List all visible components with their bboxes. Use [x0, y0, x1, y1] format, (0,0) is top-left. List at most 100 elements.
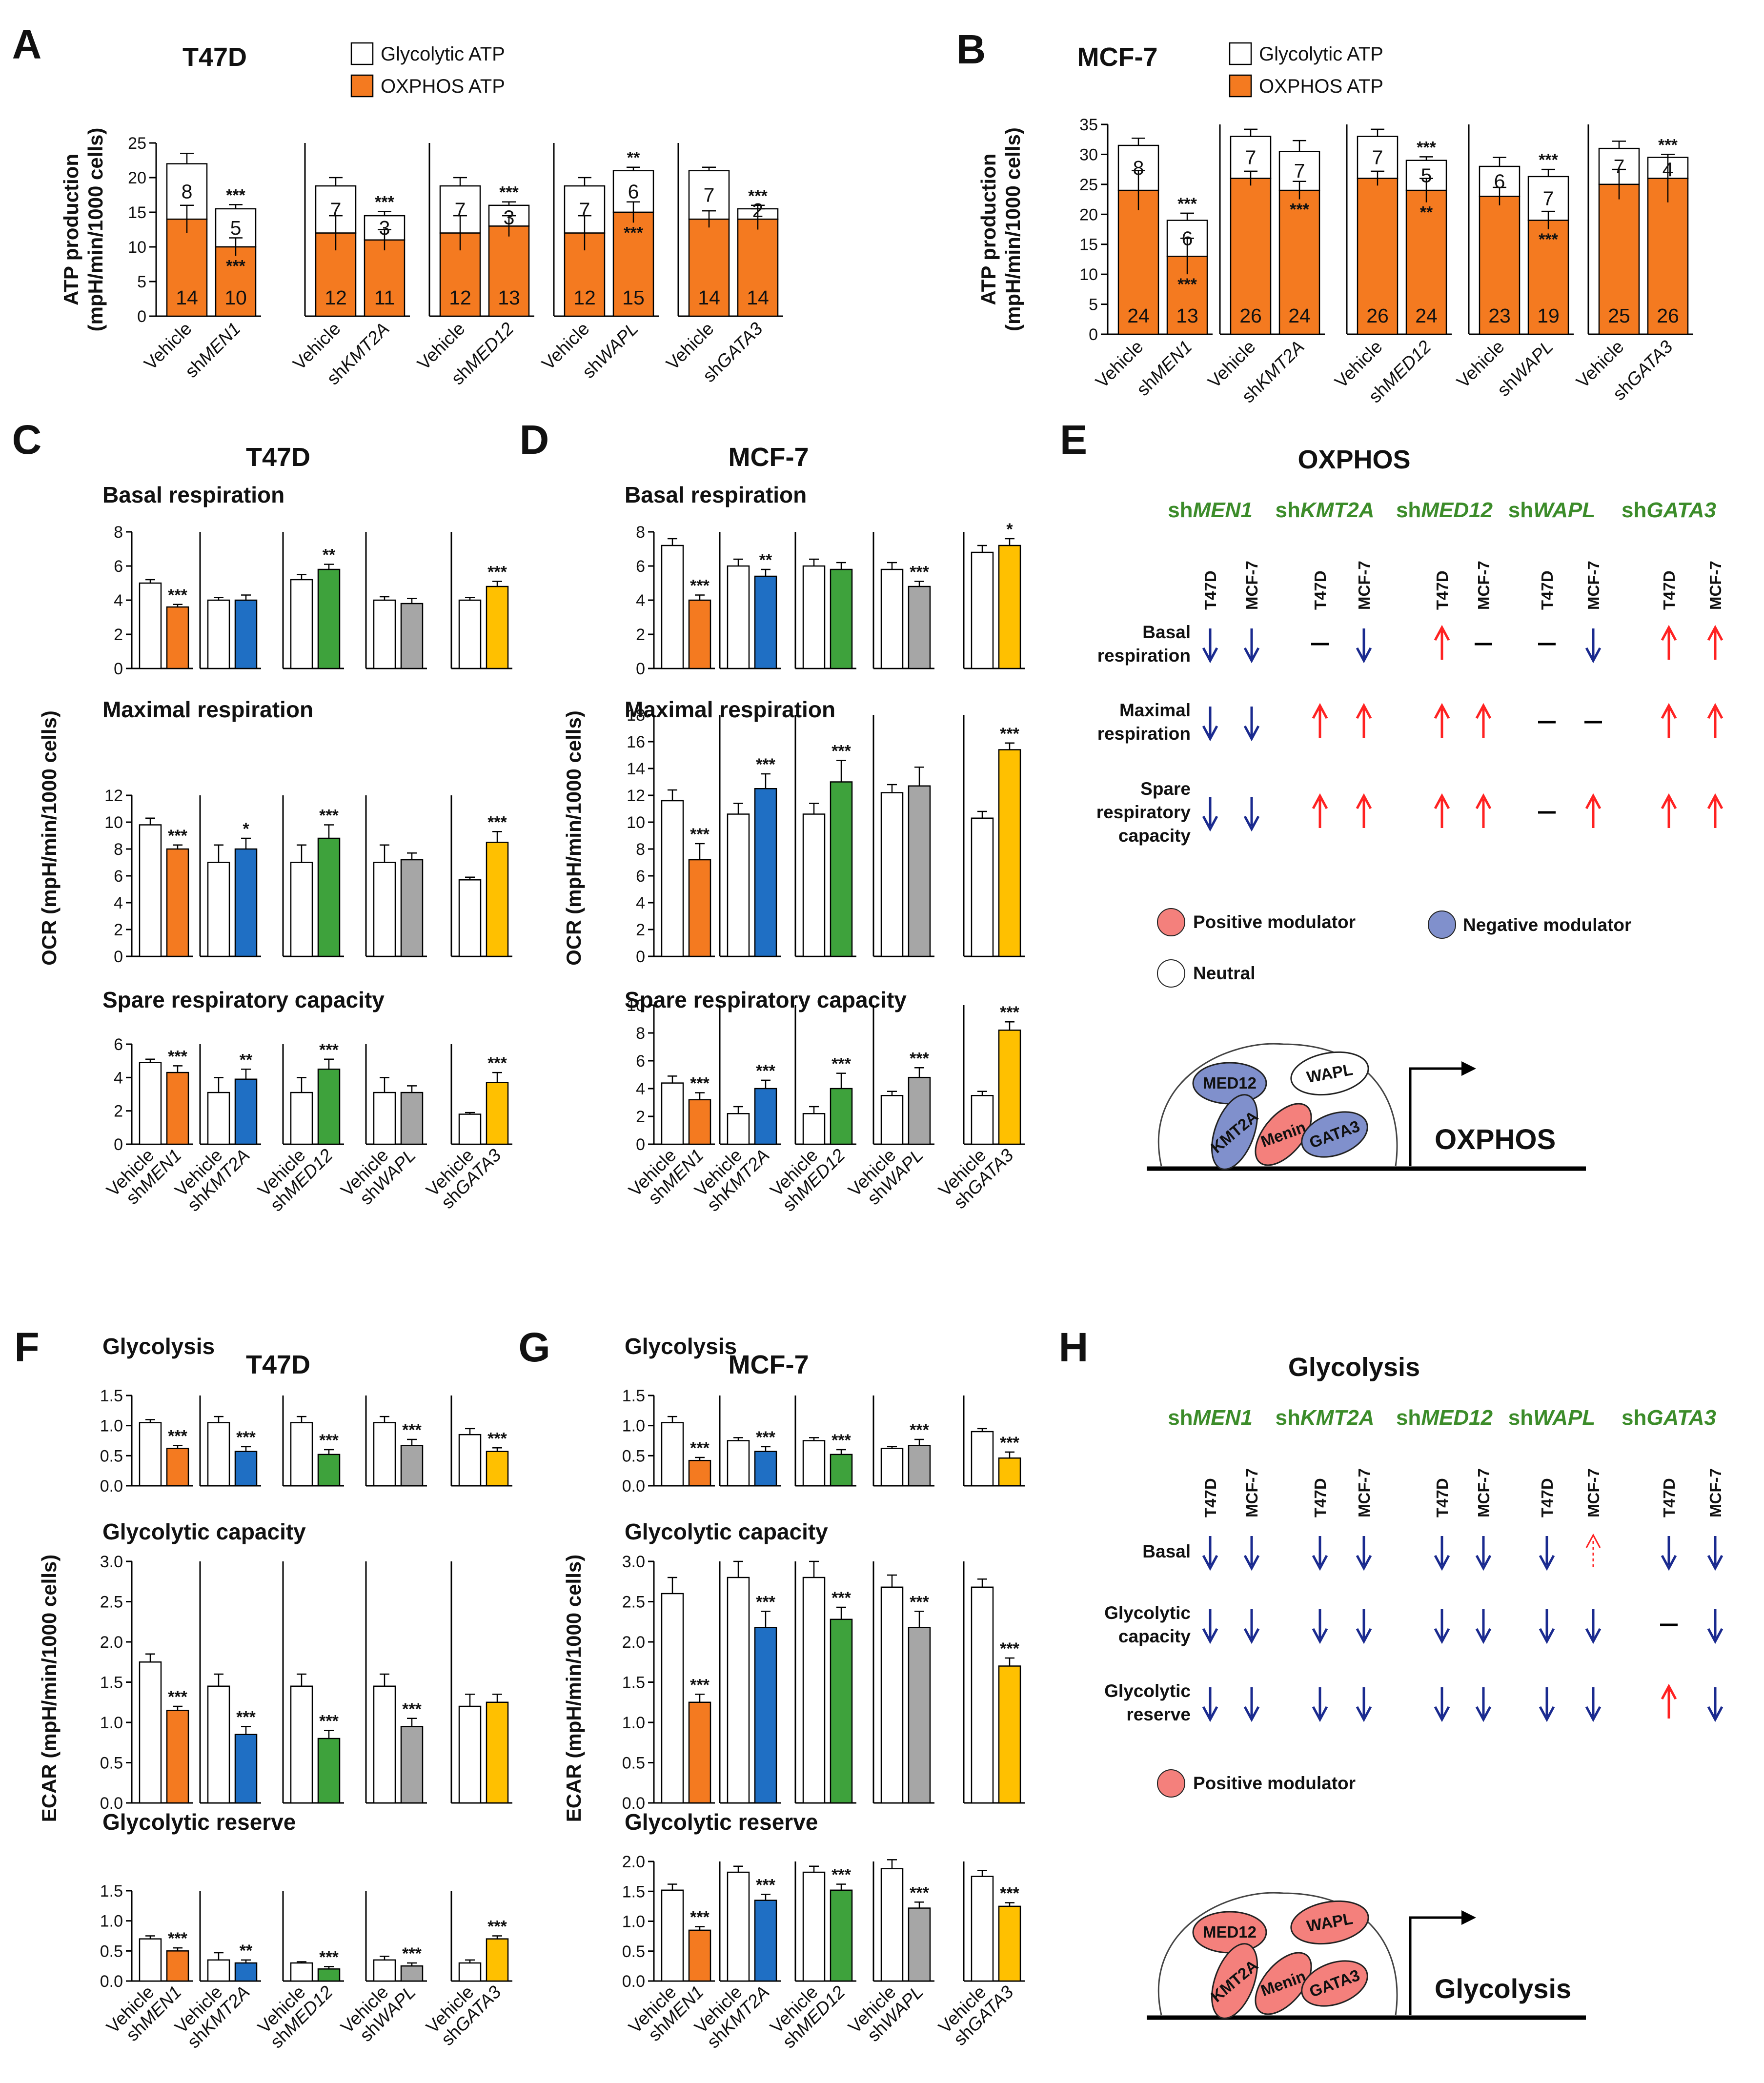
- y-axis-label: ATP production: [977, 153, 1000, 305]
- bar-value-oxphos: 26: [1239, 304, 1262, 327]
- arrow-head: [1202, 725, 1218, 742]
- significance: ***: [831, 1589, 851, 1607]
- gene-prefix: sh: [1168, 498, 1193, 522]
- cell-column-label: MCF-7: [1475, 561, 1493, 610]
- subplot: Glycolytic capacity 0.0 0.5 1.0 1.5 2.0 2.5 3.0…: [100, 1519, 512, 1813]
- bar: [880, 1448, 904, 1487]
- bar-value-glycolytic: 8: [182, 180, 193, 202]
- bar: [373, 862, 396, 957]
- bar: [998, 545, 1021, 669]
- y-tick-label: 2.5: [100, 1593, 123, 1612]
- down-arrow-icon: [1312, 1609, 1328, 1644]
- significance: ***: [690, 577, 710, 595]
- down-arrow-icon: [1312, 1536, 1328, 1571]
- bar-value-glycolytic: 7: [330, 198, 342, 221]
- bar-value-glycolytic: 7: [1245, 146, 1257, 169]
- bar: [688, 1459, 711, 1487]
- gene-name: WAPL: [1533, 1406, 1595, 1430]
- y-tick-label: 4: [114, 1069, 123, 1087]
- cell-column-label: T47D: [1660, 1478, 1678, 1517]
- node-ellipse: [1211, 1094, 1258, 1170]
- significance: ***: [487, 1054, 507, 1072]
- arrow-head: [1707, 1628, 1723, 1644]
- cell-column-label: T47D: [1201, 1478, 1219, 1517]
- bar-value-oxphos: 13: [1176, 304, 1198, 327]
- bar: [830, 1454, 853, 1487]
- y-tick-label: 35: [1079, 116, 1098, 134]
- down-arrow-icon: [1707, 1687, 1723, 1722]
- bar: [971, 1876, 994, 1982]
- bar-value-oxphos: 15: [622, 286, 645, 309]
- bar: [458, 879, 482, 957]
- arrow-head: [1243, 725, 1260, 742]
- bar: [458, 599, 482, 669]
- down-arrow-icon: [1243, 707, 1260, 742]
- up-arrow-icon: [1475, 793, 1492, 828]
- bar: [908, 785, 931, 957]
- arrow-head: [1356, 647, 1372, 664]
- node-med12: MED12: [1192, 1911, 1267, 1954]
- bar-oxphos: [1598, 183, 1640, 335]
- cell-column-label: T47D: [1311, 570, 1329, 610]
- arrow-head: [1434, 1555, 1450, 1571]
- bar-value-oxphos: 14: [176, 286, 198, 309]
- row-label: Glycolytic: [1104, 1603, 1191, 1623]
- arrow-head: [1356, 703, 1372, 719]
- legend-swatch-oxphos: [350, 74, 374, 98]
- significance: ***: [319, 807, 339, 825]
- promoter-arrow: [1409, 1916, 1469, 2015]
- y-axis-label: ECAR (mpH/min/1000 cells): [38, 1555, 61, 1822]
- arrow-head: [1585, 647, 1602, 664]
- bar: [661, 1422, 684, 1487]
- gene-header: shMED12: [1396, 1406, 1493, 1430]
- y-tick-label: 6: [114, 867, 123, 886]
- y-tick-label: 0.0: [100, 1972, 123, 1991]
- arrow-head: [1475, 1628, 1492, 1644]
- gene-header: shWAPL: [1508, 498, 1595, 522]
- arrow-head: [1243, 647, 1260, 664]
- node-gata3: GATA3: [1301, 1960, 1368, 2007]
- significance: ***: [1177, 275, 1197, 294]
- subplot: Glycolytic reserve0.00.51.01.5***Vehicle…: [100, 1809, 512, 2052]
- gene-header: shWAPL: [1508, 1406, 1595, 1430]
- y-tick-label: 0: [636, 1135, 645, 1154]
- bar: [400, 1092, 424, 1145]
- y-tick-label: 1.0: [100, 1417, 123, 1436]
- bar-value-oxphos: 26: [1657, 304, 1679, 327]
- arrow-head: [1202, 647, 1218, 664]
- arrow-head: [1202, 1555, 1218, 1571]
- node-ellipse: [1301, 1111, 1368, 1158]
- y-tick-label: 25: [1079, 176, 1098, 194]
- bar: [166, 1448, 189, 1487]
- y-tick-label: 2: [636, 1108, 645, 1126]
- cell-line-title: T47D: [182, 42, 247, 72]
- significance: ***: [168, 586, 187, 605]
- bar-oxphos: [1527, 220, 1569, 335]
- y-axis-label: ECAR (mpH/min/1000 cells): [562, 1555, 585, 1822]
- y-tick-label: 4: [114, 591, 123, 610]
- bar-oxphos: [215, 246, 257, 317]
- bar: [166, 1950, 189, 1982]
- bar: [458, 1434, 482, 1487]
- y-tick-label: 3.0: [100, 1553, 123, 1571]
- bar: [290, 579, 313, 669]
- bar: [317, 1738, 341, 1804]
- panel-label: F: [14, 1324, 39, 1370]
- y-tick-label: 30: [1079, 145, 1098, 164]
- bar: [166, 848, 189, 957]
- subplot-title: Glycolysis: [625, 1334, 737, 1359]
- cell-line-title: MCF-7: [1077, 42, 1158, 72]
- panel-label: D: [520, 417, 549, 463]
- up-arrow-icon: [1356, 703, 1372, 738]
- arrow-head: [1661, 1555, 1677, 1571]
- significance: ***: [375, 193, 394, 212]
- panel-F: F T47D ECAR (mpH/min/1000 cells) Glycolysis…: [14, 1324, 512, 2052]
- arrow-head: [1243, 1706, 1260, 1722]
- bar: [830, 1088, 853, 1145]
- gene-prefix: sh: [1622, 1406, 1646, 1430]
- arrow-head: [1434, 625, 1450, 641]
- bar-value-oxphos: 12: [324, 286, 347, 309]
- node-gata3: GATA3: [1301, 1111, 1368, 1158]
